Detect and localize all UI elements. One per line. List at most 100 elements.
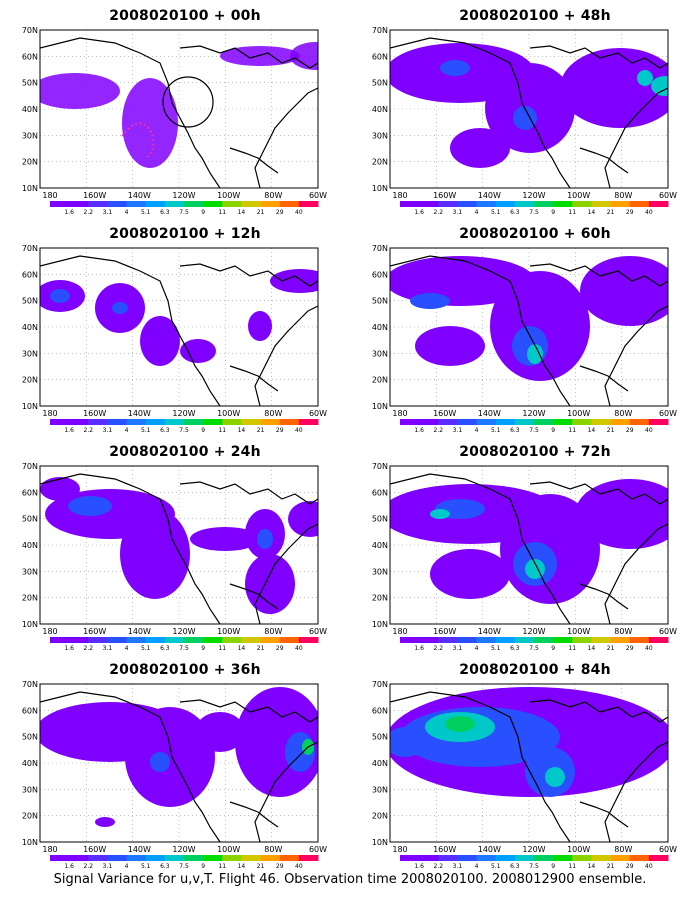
colorbar-swatch xyxy=(203,201,223,207)
colorbar-swatch xyxy=(260,637,281,643)
colorbar-swatch xyxy=(400,637,420,643)
colorbar-swatch xyxy=(107,855,128,861)
map-frame xyxy=(39,29,319,189)
colorbar-label: 40 xyxy=(295,209,303,216)
lat-tick-label: 70N xyxy=(22,244,38,253)
colorbar-label: 29 xyxy=(276,209,284,216)
lat-tick-label: 70N xyxy=(22,462,38,471)
colorbar-label: 6.3 xyxy=(160,645,170,652)
colorbar-label: 11 xyxy=(218,863,226,870)
colorbar-label: 4 xyxy=(125,427,129,434)
lon-tick-label: 100W xyxy=(567,191,590,200)
colorbar-label: 21 xyxy=(257,645,265,652)
colorbar-swatch xyxy=(69,419,89,425)
panel-84h: 2008020100 + 84h 10N 20N 30N 40N 50N 60N 70N 18… xyxy=(370,662,700,884)
colorbar-label: 5.1 xyxy=(491,863,501,870)
lat-tick-label: 30N xyxy=(22,785,38,794)
panel-00h: 2008020100 + 00h 10N 20N 30N 40N 50N 60N 70N 18… xyxy=(20,8,350,230)
colorbar-label: 21 xyxy=(607,863,615,870)
colorbar-swatch xyxy=(164,419,185,425)
lon-tick-label: 140W xyxy=(478,409,501,418)
colorbar-label: 3.1 xyxy=(103,209,113,216)
colorbar-swatch xyxy=(260,855,281,861)
colorbar-label: 6.3 xyxy=(510,645,520,652)
lat-tick-label: 70N xyxy=(372,680,388,689)
colorbar-label: 7.5 xyxy=(179,209,189,216)
panel-title: 2008020100 + 72h xyxy=(459,444,611,460)
panel-title: 2008020100 + 48h xyxy=(459,8,611,24)
colorbar-swatch xyxy=(298,637,319,643)
map-frame xyxy=(389,465,669,625)
colorbar-label: 21 xyxy=(607,645,615,652)
colorbar-label: 14 xyxy=(588,863,596,870)
colorbar-swatch xyxy=(591,419,612,425)
lon-tick-label: 100W xyxy=(567,409,590,418)
colorbar-label: 9 xyxy=(551,209,555,216)
colorbar-label: 21 xyxy=(607,209,615,216)
colorbar-swatch xyxy=(457,201,478,207)
colorbar-swatch xyxy=(610,855,631,861)
colorbar-label: 11 xyxy=(218,645,226,652)
colorbar-swatch xyxy=(184,637,204,643)
panel-48h: 2008020100 + 48h 10N 20N 30N 40N 50N 60N 70N 18… xyxy=(370,8,700,230)
panel-title: 2008020100 + 12h xyxy=(109,226,261,242)
colorbar-label: 40 xyxy=(295,863,303,870)
lat-tick-label: 10N xyxy=(372,838,388,847)
colorbar-label: 4 xyxy=(475,427,479,434)
colorbar-swatch xyxy=(438,201,458,207)
lon-tick-label: 120W xyxy=(522,409,545,418)
colorbar-swatch xyxy=(457,419,478,425)
colorbar-label: 11 xyxy=(218,209,226,216)
colorbar-swatch xyxy=(145,637,166,643)
lon-tick-label: 180 xyxy=(392,627,407,636)
colorbar-swatch xyxy=(534,201,554,207)
coastline xyxy=(40,255,318,406)
lat-tick-label: 70N xyxy=(372,462,388,471)
lat-tick-label: 40N xyxy=(22,323,38,332)
panel-36h: 2008020100 + 36h 10N 20N 30N 40N 50N 60N 70N 18… xyxy=(20,662,350,884)
map-frame xyxy=(389,247,669,407)
lon-tick-label: 140W xyxy=(128,627,151,636)
colorbar-label: 2.2 xyxy=(84,209,94,216)
colorbar-label: 6.3 xyxy=(160,863,170,870)
colorbar-swatch xyxy=(610,201,631,207)
colorbar-swatch xyxy=(457,637,478,643)
lat-tick-label: 20N xyxy=(22,376,38,385)
colorbar-swatch xyxy=(222,855,242,861)
lon-tick-label: 140W xyxy=(478,627,501,636)
variance-field xyxy=(390,256,668,381)
colorbar-label: 29 xyxy=(626,863,634,870)
colorbar-swatch xyxy=(260,201,281,207)
coastline xyxy=(390,255,668,406)
colorbar-label: 1.6 xyxy=(64,209,74,216)
colorbar-swatch xyxy=(648,637,669,643)
colorbar-swatch xyxy=(553,419,573,425)
colorbar-label: 4 xyxy=(125,863,129,870)
lon-tick-label: 100W xyxy=(217,191,240,200)
colorbar-swatch xyxy=(514,201,535,207)
colorbar-swatch xyxy=(572,419,592,425)
colorbar-label: 40 xyxy=(645,645,653,652)
colorbar-label: 14 xyxy=(588,645,596,652)
lat-tick-label: 30N xyxy=(22,349,38,358)
lon-tick-label: 140W xyxy=(128,191,151,200)
lon-tick-label: 180 xyxy=(392,845,407,854)
colorbar-label: 4 xyxy=(475,645,479,652)
variance-field xyxy=(390,479,668,604)
lat-tick-label: 40N xyxy=(372,759,388,768)
colorbar-label: 14 xyxy=(238,427,246,434)
colorbar-swatch xyxy=(629,201,650,207)
map-frame xyxy=(39,683,319,843)
colorbar-label: 3.1 xyxy=(103,645,113,652)
lon-tick-label: 120W xyxy=(522,845,545,854)
colorbar-swatch xyxy=(126,201,147,207)
lat-tick-label: 10N xyxy=(22,402,38,411)
panel-title: 2008020100 + 36h xyxy=(109,662,261,678)
panel-title: 2008020100 + 60h xyxy=(459,226,611,242)
lon-tick-label: 100W xyxy=(217,409,240,418)
colorbar-swatch xyxy=(419,201,439,207)
colorbar-swatch xyxy=(629,419,650,425)
colorbar-label: 2.2 xyxy=(434,645,444,652)
colorbar-label: 11 xyxy=(568,427,576,434)
lat-tick-label: 10N xyxy=(22,184,38,193)
